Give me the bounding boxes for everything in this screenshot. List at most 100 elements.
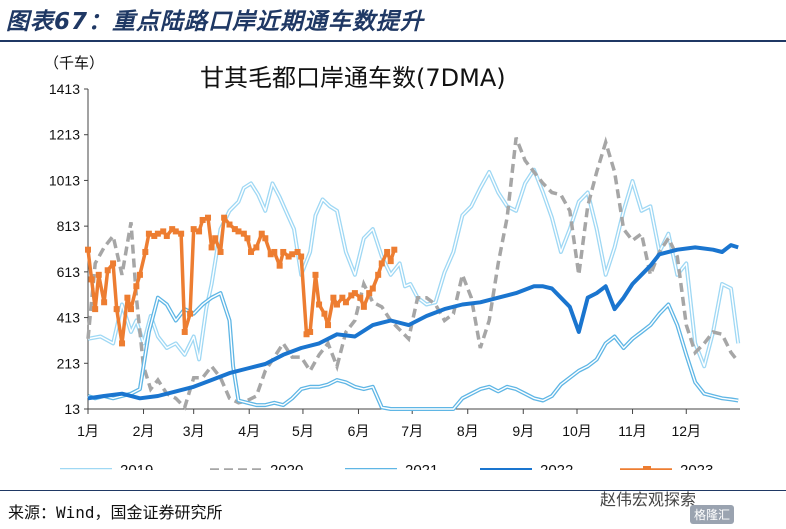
series-point-2023 (221, 214, 228, 221)
series-point-2023 (217, 248, 224, 255)
x-tick-label: 11月 (618, 423, 647, 439)
chart-title: 甘其毛都口岸通车数(7DMA) (200, 64, 506, 92)
series-point-2023 (119, 340, 126, 347)
series-line-2022 (87, 243, 739, 401)
series-point-2023 (351, 290, 358, 297)
series-point-2023 (271, 248, 278, 255)
series-point-2023 (110, 260, 117, 267)
series-point-2023 (387, 258, 394, 265)
legend-label-2023: 2023 (680, 462, 713, 470)
series-point-2023 (235, 228, 242, 235)
series-point-2023 (127, 306, 134, 313)
chart-legend: 2019 2020 2021 2022 2023 (60, 462, 713, 470)
y-tick-label: 1013 (49, 172, 80, 188)
series-point-2023 (160, 228, 167, 235)
chart-series (85, 136, 741, 411)
x-tick-label: 6月 (348, 423, 370, 439)
series-point-2023 (253, 244, 260, 251)
line-chart: 13 213 413 613 813 1013 1213 1413 1月 2月 3月 4月 5月 6月 7月… (49, 81, 741, 470)
series-line-core-2019 (87, 169, 739, 367)
series-point-2023 (357, 294, 364, 301)
bottom-rule (0, 490, 786, 491)
figure-title: 图表67：重点陆路口岸近期通车数提升 (6, 9, 425, 35)
y-tick-label: 1213 (49, 127, 80, 143)
series-point-2023 (187, 310, 194, 317)
series-point-2023 (258, 230, 265, 237)
series-point-2023 (199, 216, 206, 223)
series-point-2023 (316, 301, 323, 308)
series-point-2023 (366, 290, 373, 297)
series-point-2023 (342, 299, 349, 306)
series-point-2023 (178, 230, 185, 237)
series-point-2023 (298, 253, 305, 260)
series-point-2023 (205, 214, 212, 221)
y-axis-unit: （千车） (44, 54, 105, 72)
series-line-2019 (87, 167, 741, 369)
series-point-2023 (95, 271, 102, 278)
series-point-2023 (330, 294, 337, 301)
legend-label-2020: 2020 (270, 462, 303, 470)
series-point-2023 (172, 228, 179, 235)
series-line-2020 (86, 136, 740, 411)
series-point-2023 (248, 248, 254, 255)
series-point-2023 (303, 331, 310, 338)
x-tick-label: 1月 (77, 423, 99, 439)
series-point-2023 (262, 235, 269, 242)
y-tick-label: 613 (57, 264, 81, 280)
watermark-badge: 格隆汇 (690, 505, 735, 524)
y-tick-label: 1413 (49, 81, 80, 97)
series-point-2023 (240, 230, 247, 237)
series-point-2023 (276, 262, 283, 269)
y-tick-label: 413 (57, 310, 81, 326)
series-point-2023 (151, 232, 158, 239)
series-point-2023 (142, 248, 149, 255)
x-tick-label: 4月 (238, 423, 260, 439)
series-point-2023 (163, 232, 170, 239)
series-point-2023 (325, 322, 332, 329)
series-point-2023 (289, 251, 296, 258)
series-point-2023 (124, 294, 131, 301)
series-point-2023 (375, 271, 382, 278)
x-tick-label: 9月 (512, 423, 534, 439)
series-point-2023 (136, 271, 143, 278)
watermark: 赵伟宏观探索 (600, 490, 697, 509)
series-point-2023 (378, 260, 385, 267)
series-point-2023 (145, 230, 152, 237)
series-point-2023 (133, 283, 140, 290)
series-point-2023 (360, 303, 367, 310)
series-point-2023 (190, 226, 197, 233)
title-rule (0, 40, 786, 42)
series-point-2023 (280, 248, 287, 255)
series-point-2023 (294, 248, 301, 255)
legend-label-2019: 2019 (120, 462, 153, 470)
legend-label-2022: 2022 (540, 462, 573, 470)
series-point-2023 (391, 246, 398, 253)
y-tick-label: 813 (57, 218, 81, 234)
series-point-2023 (307, 328, 314, 335)
series-point-2023 (85, 246, 91, 253)
y-tick-label: 213 (57, 355, 81, 371)
x-tick-label: 3月 (183, 423, 205, 439)
series-point-2023 (384, 248, 391, 255)
series-point-2023 (321, 310, 328, 317)
series-point-2023 (154, 230, 161, 237)
series-point-2023 (181, 328, 188, 335)
series-point-2023 (104, 267, 111, 274)
legend-label-2021: 2021 (405, 462, 438, 470)
series-point-2023 (208, 244, 215, 251)
series-point-2023 (169, 226, 176, 233)
series-point-2023 (369, 285, 376, 292)
x-tick-label: 5月 (292, 423, 314, 439)
series-point-2023 (348, 292, 355, 299)
series-point-2023 (92, 306, 99, 313)
source-note: 来源：Wind，国金证券研究所 (8, 503, 223, 522)
x-tick-label: 10月 (562, 423, 592, 439)
x-tick-label: 2月 (133, 423, 155, 439)
series-point-2023 (333, 301, 340, 308)
series-point-2023 (339, 294, 346, 301)
series-point-2023 (267, 251, 274, 258)
series-point-2023 (196, 228, 203, 235)
series-point-2023 (231, 226, 238, 233)
y-tick-label: 13 (64, 401, 80, 417)
x-tick-label: 7月 (401, 423, 423, 439)
